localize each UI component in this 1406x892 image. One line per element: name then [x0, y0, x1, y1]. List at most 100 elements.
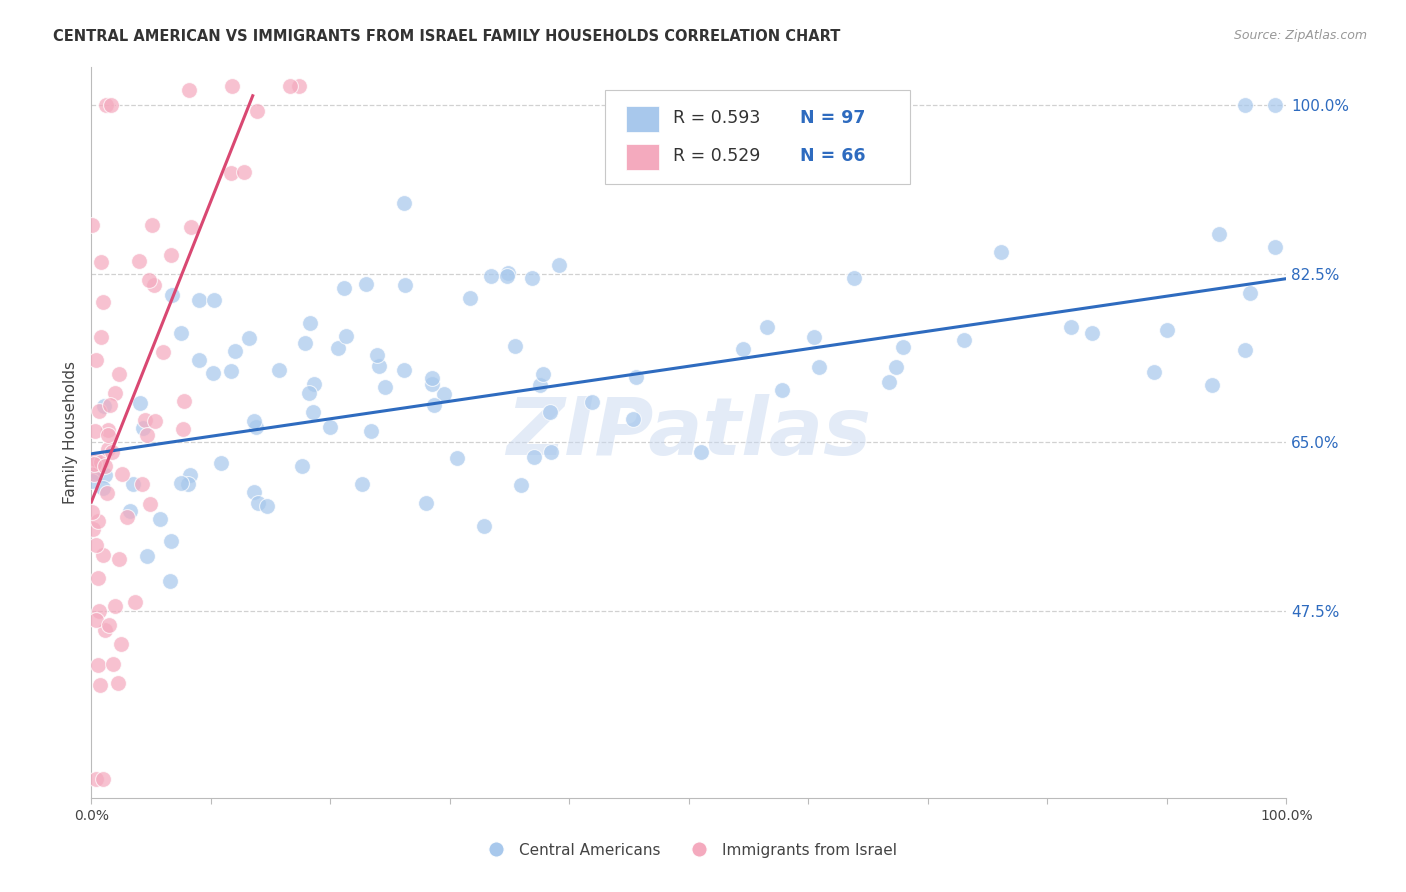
- Point: [233, 165, 256, 179]
- Point: [422, 398, 444, 412]
- Point: [94, 623, 117, 637]
- Point: [138, 273, 160, 287]
- Legend: Central Americans, Immigrants from Israel: Central Americans, Immigrants from Israe…: [475, 837, 903, 863]
- Point: [953, 333, 976, 347]
- Point: [108, 552, 131, 566]
- Point: [621, 412, 644, 426]
- Point: [392, 362, 415, 376]
- Point: [531, 367, 554, 381]
- Point: [891, 341, 914, 355]
- Point: [91, 295, 114, 310]
- Point: [278, 79, 301, 94]
- Point: [498, 266, 520, 280]
- Point: [136, 428, 159, 442]
- Bar: [626, 144, 659, 170]
- Point: [224, 343, 246, 358]
- Point: [160, 533, 183, 548]
- Point: [1081, 326, 1104, 340]
- Point: [510, 478, 533, 492]
- Point: [179, 467, 201, 482]
- Point: [256, 500, 278, 514]
- Point: [86, 353, 108, 368]
- Point: [84, 466, 107, 480]
- Point: [91, 548, 114, 562]
- Point: [121, 477, 143, 491]
- Point: [89, 404, 111, 418]
- Point: [328, 341, 350, 355]
- Point: [581, 395, 603, 409]
- Point: [354, 277, 377, 291]
- Point: [299, 316, 322, 330]
- Point: [118, 503, 141, 517]
- Point: [173, 394, 195, 409]
- Point: [522, 271, 544, 285]
- Point: [246, 104, 269, 119]
- Point: [755, 320, 778, 334]
- Point: [1060, 319, 1083, 334]
- Point: [94, 459, 117, 474]
- Point: [247, 496, 270, 510]
- Point: [188, 352, 211, 367]
- Point: [84, 772, 107, 786]
- Point: [83, 425, 105, 439]
- Point: [82, 475, 104, 489]
- Point: [107, 676, 129, 690]
- Point: [446, 450, 468, 465]
- Point: [96, 486, 118, 500]
- Point: [1143, 365, 1166, 379]
- Point: [177, 476, 200, 491]
- Text: CENTRAL AMERICAN VS IMMIGRANTS FROM ISRAEL FAMILY HOUSEHOLDS CORRELATION CHART: CENTRAL AMERICAN VS IMMIGRANTS FROM ISRA…: [53, 29, 841, 44]
- Point: [267, 363, 290, 377]
- Bar: [626, 105, 659, 132]
- Point: [115, 509, 138, 524]
- Point: [245, 419, 267, 434]
- Point: [159, 574, 181, 589]
- Point: [94, 467, 117, 482]
- Point: [128, 395, 150, 409]
- Point: [302, 377, 325, 392]
- Point: [111, 467, 134, 481]
- Point: [460, 292, 482, 306]
- Point: [170, 476, 193, 491]
- Point: [89, 457, 111, 471]
- Point: [221, 79, 243, 94]
- Point: [84, 451, 107, 466]
- Point: [394, 277, 416, 292]
- Point: [294, 335, 316, 350]
- Point: [90, 255, 112, 269]
- Point: [1156, 323, 1178, 337]
- Text: N = 66: N = 66: [800, 147, 866, 165]
- Point: [219, 364, 242, 378]
- Point: [318, 420, 340, 434]
- Point: [131, 477, 153, 491]
- Point: [1264, 98, 1286, 112]
- Point: [172, 422, 194, 436]
- Point: [990, 244, 1012, 259]
- Point: [82, 218, 104, 232]
- Point: [135, 549, 157, 564]
- Point: [170, 326, 193, 340]
- Point: [188, 293, 211, 308]
- Point: [301, 405, 323, 419]
- Y-axis label: Family Households: Family Households: [63, 361, 79, 504]
- Point: [97, 423, 120, 437]
- Point: [529, 378, 551, 392]
- FancyBboxPatch shape: [605, 90, 910, 184]
- Point: [689, 445, 711, 459]
- Point: [107, 367, 129, 381]
- Point: [90, 330, 112, 344]
- Point: [350, 477, 373, 491]
- Point: [415, 495, 437, 509]
- Point: [89, 678, 111, 692]
- Point: [90, 455, 112, 469]
- Point: [420, 376, 443, 391]
- Point: [392, 196, 415, 211]
- Point: [243, 485, 266, 500]
- Point: [1201, 377, 1223, 392]
- Point: [132, 421, 155, 435]
- Point: [496, 268, 519, 283]
- Point: [101, 444, 124, 458]
- Point: [162, 287, 184, 301]
- Point: [770, 384, 793, 398]
- Point: [1264, 240, 1286, 254]
